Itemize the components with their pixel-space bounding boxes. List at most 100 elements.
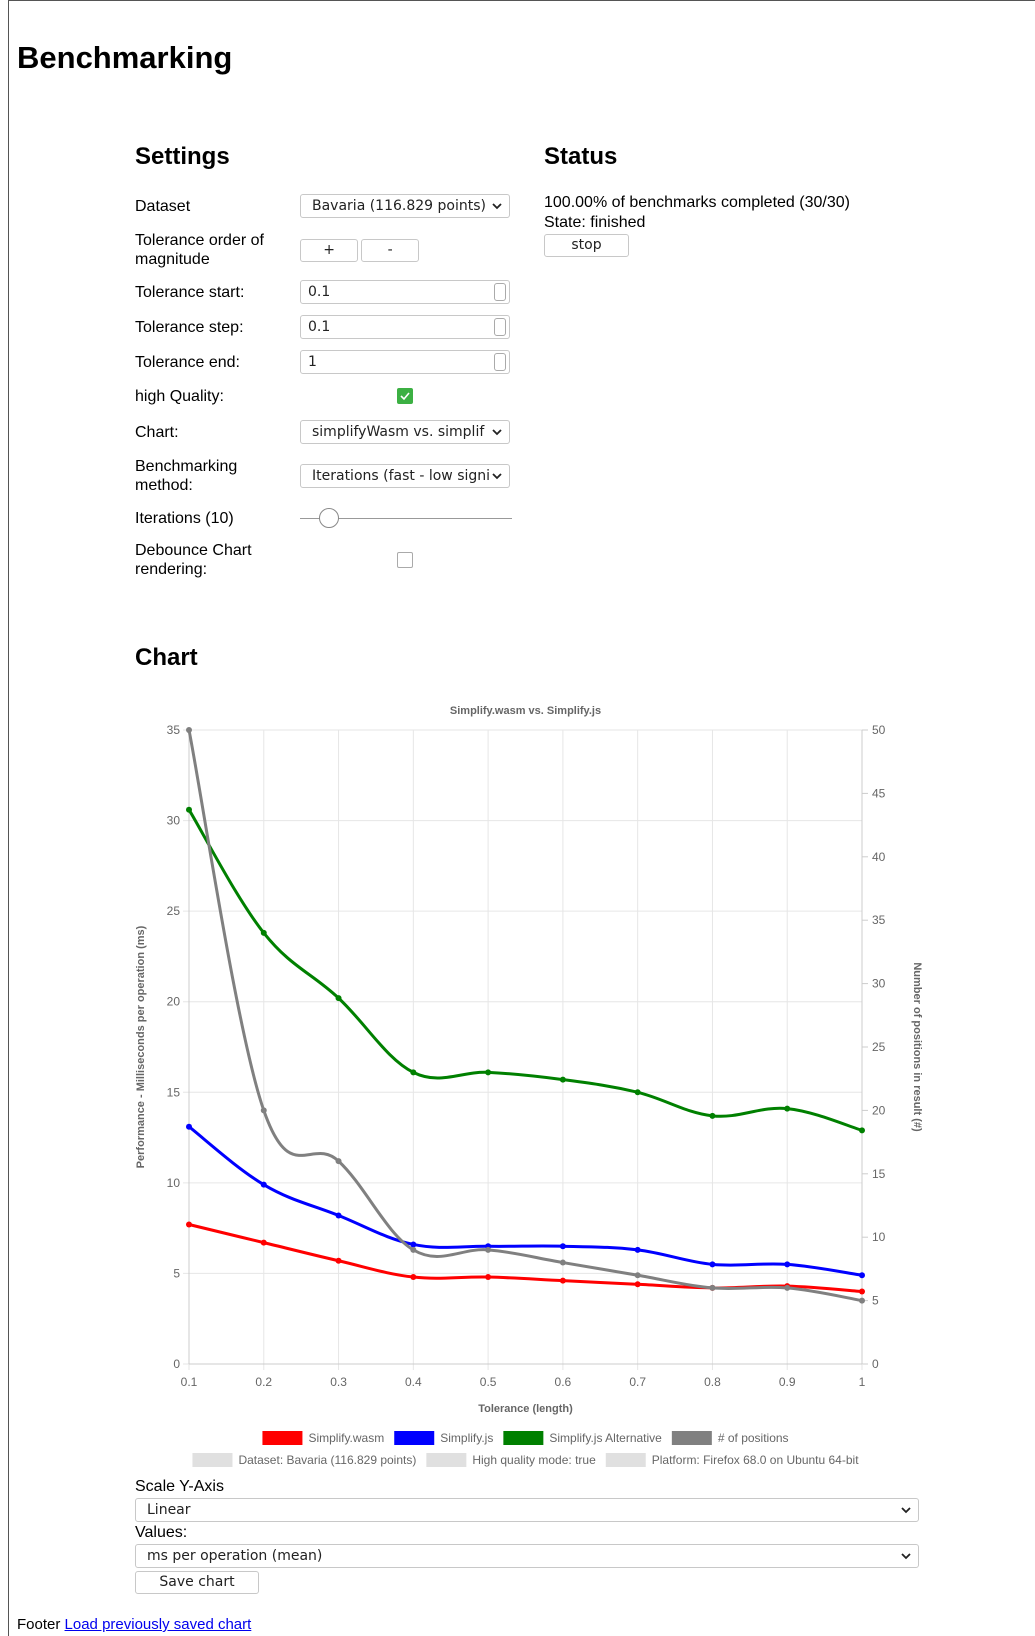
y2-tick-label: 45 <box>872 786 886 800</box>
spinner <box>494 353 506 371</box>
y2-tick-label: 25 <box>872 1040 886 1054</box>
legend-swatch <box>426 1453 467 1467</box>
legend-item: High quality mode: true <box>426 1453 596 1467</box>
y2-tick-label: 40 <box>872 850 886 864</box>
scale-label: Scale Y-Axis <box>135 1478 224 1495</box>
point <box>485 1246 492 1253</box>
point <box>859 1272 865 1279</box>
legend-item: Simplify.js <box>394 1431 493 1445</box>
number-input[interactable]: 1 <box>300 350 510 374</box>
setting-label: Chart: <box>135 423 179 441</box>
point <box>784 1105 791 1112</box>
y2-tick-label: 35 <box>872 913 886 927</box>
y-tick-label: 35 <box>167 723 181 737</box>
series-line <box>187 729 863 1303</box>
point <box>784 1261 791 1268</box>
point <box>559 1243 566 1250</box>
legend-label: Simplify.wasm <box>308 1431 384 1445</box>
values-value: ms per operation (mean) <box>147 1548 323 1564</box>
setting-label: high Quality: <box>135 387 224 405</box>
values-label: Values: <box>135 1524 188 1541</box>
y2-tick-label: 0 <box>872 1357 879 1371</box>
y2-tick-label: 10 <box>872 1230 886 1244</box>
y2-axis-title: Number of positions in result (#) <box>911 962 923 1132</box>
point <box>410 1241 417 1248</box>
legend-swatch <box>605 1453 646 1467</box>
select[interactable]: Bavaria (116.829 points) <box>300 194 510 218</box>
y2-tick-label: 30 <box>872 977 886 991</box>
series-line <box>188 1125 863 1277</box>
chart-title: Simplify.wasm vs. Simplify.js <box>450 705 601 717</box>
input-value: 0.1 <box>308 284 331 300</box>
x-tick-label: 0.1 <box>181 1375 198 1389</box>
legend-swatch <box>192 1453 233 1467</box>
legend-item: Simplify.js Alternative <box>503 1431 662 1445</box>
checkbox[interactable] <box>397 552 413 568</box>
values-select[interactable]: ms per operation (mean) <box>135 1544 919 1568</box>
number-input[interactable]: 0.1 <box>300 280 510 304</box>
page-title: Benchmarking <box>17 40 233 75</box>
point <box>260 1181 267 1188</box>
y-axis-title: Performance - Milliseconds per operation… <box>135 925 147 1168</box>
checkbox[interactable] <box>397 388 413 404</box>
legend-swatch <box>262 1431 303 1445</box>
legend-item: # of positions <box>671 1431 789 1445</box>
point <box>559 1277 566 1284</box>
legend-label: Dataset: Bavaria (116.829 points) <box>238 1453 416 1467</box>
point <box>859 1288 865 1295</box>
spinner <box>494 283 506 301</box>
y-tick-label: 5 <box>173 1266 180 1280</box>
series-line <box>187 808 863 1132</box>
x-tick-label: 0.4 <box>405 1375 422 1389</box>
legend-label: # of positions <box>718 1431 789 1445</box>
number-input[interactable]: 0.1 <box>300 315 510 339</box>
slider-track <box>300 518 512 519</box>
check <box>400 392 410 401</box>
legend-label: Simplify.js <box>440 1431 493 1445</box>
point <box>260 1239 267 1246</box>
y-tick-label: 0 <box>173 1357 180 1371</box>
chevron <box>492 473 502 480</box>
y-tick-label: 10 <box>167 1176 181 1190</box>
point <box>634 1246 641 1253</box>
footer: Footer Load previously saved chart <box>17 1616 251 1633</box>
chevron <box>492 429 502 436</box>
y2-tick-label: 15 <box>872 1167 886 1181</box>
legend-swatch <box>671 1431 712 1445</box>
select-value: Bavaria (116.829 points) <box>312 198 486 214</box>
scale-value: Linear <box>147 1502 191 1518</box>
x-tick-label: 0.9 <box>779 1375 796 1389</box>
x-tick-label: 0.3 <box>330 1375 347 1389</box>
point <box>634 1272 641 1279</box>
legend-item: Simplify.wasm <box>262 1431 384 1445</box>
save-chart-button[interactable]: Save chart <box>135 1571 259 1594</box>
chevron <box>901 1507 911 1514</box>
y2-tick-label: 50 <box>872 723 886 737</box>
status-title: Status <box>544 143 618 170</box>
legend-label: High quality mode: true <box>472 1453 596 1467</box>
point <box>260 1107 267 1114</box>
y2-tick-label: 20 <box>872 1103 886 1117</box>
select[interactable]: Iterations (fast - low signi <box>300 464 510 488</box>
stop-button[interactable]: stop <box>544 234 629 257</box>
legend-row: Dataset: Bavaria (116.829 points) High qu… <box>192 1453 859 1467</box>
select[interactable]: simplifyWasm vs. simplif <box>300 420 510 444</box>
point <box>634 1089 641 1096</box>
point <box>859 1127 865 1134</box>
point <box>709 1112 716 1119</box>
x-tick-label: 1 <box>859 1375 866 1389</box>
load-link[interactable]: Load previously saved chart <box>64 1616 252 1633</box>
scale-select[interactable]: Linear <box>135 1498 919 1522</box>
legend-row: Simplify.wasm Simplify.js Simplify.js Alte… <box>262 1431 789 1445</box>
legend-swatch <box>503 1431 544 1445</box>
order-button[interactable]: + <box>300 239 359 262</box>
x-tick-label: 0.8 <box>704 1375 721 1389</box>
slider-thumb[interactable] <box>319 508 339 528</box>
frame <box>8 0 1035 1636</box>
point <box>410 1274 417 1281</box>
order-button[interactable]: - <box>361 239 420 262</box>
point <box>485 1069 492 1076</box>
spinner <box>494 318 506 336</box>
point <box>335 995 342 1002</box>
point <box>784 1284 791 1291</box>
